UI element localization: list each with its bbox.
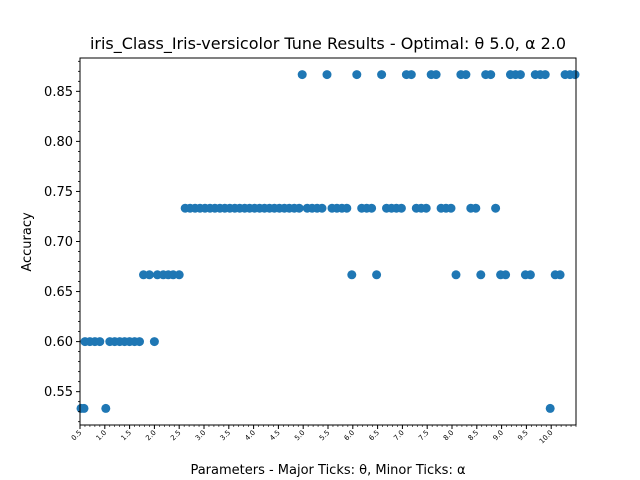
data-point-98 — [555, 270, 565, 280]
x-tick-label: 8.0 — [442, 429, 456, 443]
data-point-79 — [461, 70, 471, 80]
data-point-76 — [446, 203, 456, 213]
plot-frame — [79, 57, 577, 426]
data-point-95 — [540, 70, 550, 80]
data-point-101 — [570, 70, 580, 80]
x-tick-label: 3.0 — [194, 429, 208, 443]
x-tick-label: 1.5 — [119, 429, 133, 443]
y-axis-label: Accuracy — [20, 212, 35, 272]
y-tick-label: 0.55 — [44, 385, 73, 400]
x-axis-label: Parameters - Major Ticks: θ, Minor Ticks… — [190, 463, 465, 478]
data-point-68 — [406, 70, 416, 80]
data-point-82 — [476, 270, 486, 280]
data-point-50 — [317, 203, 327, 213]
x-tick-label: 9.0 — [491, 429, 505, 443]
chart-title: iris_Class_Iris-versicolor Tune Results … — [90, 34, 566, 54]
data-point-90 — [515, 70, 525, 80]
data-point-81 — [471, 203, 481, 213]
x-tick-label: 3.5 — [219, 429, 233, 443]
x-axis-ticks: 0.5 1.0 1.5 2.0 2.5 3.0 3.5 4.0 4.5 5.0 5.5 6.0 6.5 7… — [70, 425, 577, 446]
x-tick-label: 5.5 — [318, 429, 332, 443]
y-tick-label: 0.80 — [44, 135, 73, 150]
data-point-16 — [149, 337, 159, 347]
data-point-46 — [297, 70, 307, 80]
x-tick-label: 5.0 — [293, 429, 307, 443]
data-point-13 — [135, 337, 144, 347]
data-point-21 — [174, 270, 184, 280]
x-tick-label: 8.5 — [467, 429, 481, 443]
x-tick-label: 10.0 — [538, 429, 555, 446]
x-tick-label: 0.5 — [70, 429, 84, 443]
x-tick-label: 4.0 — [243, 429, 257, 443]
data-point-61 — [372, 270, 382, 280]
x-tick-label: 4.5 — [268, 429, 282, 443]
data-point-6 — [101, 403, 111, 413]
data-point-60 — [367, 203, 377, 213]
data-point-5 — [95, 337, 105, 347]
y-tick-label: 0.70 — [44, 235, 73, 250]
y-tick-label: 0.85 — [44, 85, 73, 100]
data-point-45 — [294, 203, 304, 213]
data-point-84 — [486, 70, 496, 80]
data-point-71 — [421, 203, 431, 213]
data-point-15 — [144, 270, 154, 280]
data-points — [76, 70, 580, 413]
data-point-66 — [396, 203, 406, 213]
x-tick-label: 2.5 — [169, 429, 183, 443]
x-tick-label: 2.0 — [144, 429, 158, 443]
data-point-51 — [322, 70, 332, 80]
data-point-87 — [501, 270, 511, 280]
data-point-57 — [352, 70, 362, 80]
data-point-85 — [491, 203, 501, 213]
y-tick-label: 0.60 — [44, 335, 73, 350]
data-point-56 — [347, 270, 357, 280]
data-point-62 — [377, 70, 387, 80]
data-point-92 — [525, 270, 535, 280]
y-axis-ticks: 0.55 0.60 0.65 0.70 0.75 0.80 0.85 — [44, 60, 80, 423]
x-tick-label: 6.0 — [343, 429, 357, 443]
x-tick-label: 6.5 — [367, 429, 381, 443]
y-tick-label: 0.75 — [44, 185, 73, 200]
data-point-77 — [451, 270, 461, 280]
data-point-1 — [79, 403, 89, 413]
x-tick-label: 7.0 — [392, 429, 406, 443]
x-tick-label: 7.5 — [417, 429, 431, 443]
x-tick-label: 9.5 — [516, 429, 530, 443]
data-point-55 — [342, 203, 352, 213]
data-point-73 — [431, 70, 441, 80]
data-point-96 — [545, 403, 555, 413]
y-tick-label: 0.65 — [44, 285, 73, 300]
x-tick-label: 1.0 — [95, 429, 109, 443]
